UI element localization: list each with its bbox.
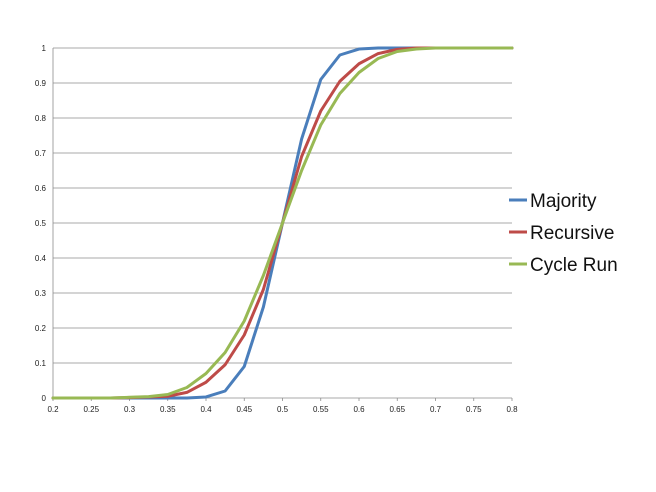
x-tick-label: 0.6: [353, 405, 365, 414]
series-line-cycle-run: [51, 46, 514, 400]
legend-label-majority: Majority: [530, 191, 597, 212]
y-tick-label: 0: [42, 394, 47, 403]
x-tick-label: 0.3: [124, 405, 136, 414]
x-tick-label: 0.4: [200, 405, 212, 414]
legend: Majority Recursive Cycle Run: [509, 191, 618, 276]
y-tick-label: 0.3: [35, 289, 47, 298]
y-tick-label: 0.7: [35, 149, 47, 158]
legend-label-cycle-run: Cycle Run: [530, 255, 618, 276]
x-tick-label: 0.35: [160, 405, 176, 414]
x-tick-label: 0.45: [236, 405, 252, 414]
y-tick-label: 1: [42, 44, 47, 53]
y-tick-label: 0.9: [35, 79, 47, 88]
y-tick-label: 0.4: [35, 254, 47, 263]
x-tick-label: 0.65: [389, 405, 405, 414]
legend-label-recursive: Recursive: [530, 223, 614, 244]
x-tick-label: 0.75: [466, 405, 482, 414]
series-lines: [51, 46, 514, 400]
x-tick-labels: 0.2 0.25 0.3 0.35 0.4 0.45 0.5 0.55 0.6 0.65 0.7 0.…: [47, 405, 518, 414]
y-tick-label: 0.1: [35, 359, 47, 368]
x-tick-label: 0.2: [47, 405, 59, 414]
y-tick-label: 0.6: [35, 184, 47, 193]
x-tick-label: 0.55: [313, 405, 329, 414]
y-tick-label: 0.5: [35, 219, 47, 228]
x-tick-label: 0.5: [277, 405, 289, 414]
x-tick-label: 0.7: [430, 405, 442, 414]
y-tick-labels: 0 0.1 0.2 0.3 0.4 0.5 0.6 0.7 0.8 0.9 1: [35, 44, 47, 403]
y-tick-label: 0.2: [35, 324, 47, 333]
gridlines: [53, 47, 512, 364]
y-tick-label: 0.8: [35, 114, 47, 123]
x-tick-label: 0.8: [506, 405, 518, 414]
x-tick-label: 0.25: [83, 405, 99, 414]
